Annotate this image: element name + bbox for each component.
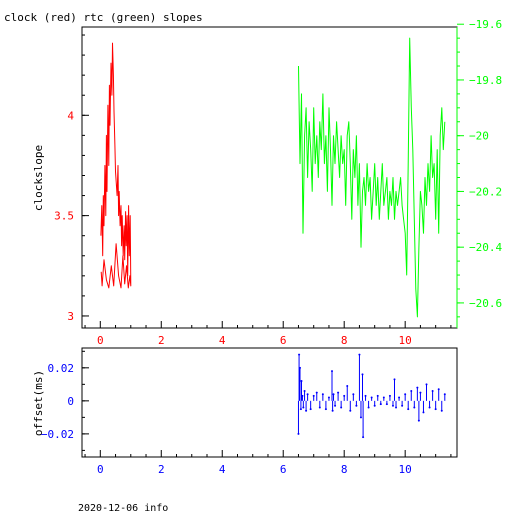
offset-point [306, 393, 309, 396]
offset-point [327, 396, 330, 399]
offset-point [305, 409, 308, 412]
x-tick-label: 0 [97, 334, 104, 347]
offset-point [331, 409, 334, 412]
offset-point [332, 393, 335, 396]
slopes-panel: clockslope 0 2 4 6 8 10 3 3.5 4 −19.6 −19.8 −20 −20.… [32, 18, 502, 347]
offset-point [385, 403, 388, 406]
y2-tick-label: −19.8 [469, 74, 502, 87]
offset-point [334, 404, 337, 407]
offset-point [437, 388, 440, 391]
x-tick-label: 6 [280, 463, 287, 476]
offset-point [318, 406, 321, 409]
offset-point [297, 432, 300, 435]
offset-point [419, 391, 422, 394]
offset-point [343, 394, 346, 397]
offset-point [303, 389, 306, 392]
offset-point [398, 396, 401, 399]
offset-point [302, 406, 305, 409]
offset-point [376, 394, 379, 397]
y-tick-label: 3 [67, 310, 74, 323]
y-tick-label: 0.02 [48, 362, 75, 375]
offset-point [416, 386, 419, 389]
offset-point [298, 366, 301, 369]
offset-panel: offset(ms) 0 2 4 6 8 10 0.02 0 −0.02 [32, 347, 458, 476]
y-tick-label: 0 [67, 395, 74, 408]
y2-tick-label: −19.6 [469, 18, 502, 31]
offset-point [417, 419, 420, 422]
y-tick-label: −0.02 [41, 428, 74, 441]
offset-plot-frame [81, 347, 458, 458]
offset-point [358, 353, 361, 356]
offset-point [352, 393, 355, 396]
offset-point [300, 380, 303, 383]
offset-point [410, 389, 413, 392]
offset-point [364, 394, 367, 397]
offset-point [440, 409, 443, 412]
offset-point [299, 408, 302, 411]
offset-point [428, 406, 431, 409]
y2-tick-label: −20.6 [469, 297, 502, 310]
y2-tick-label: −20.2 [469, 185, 502, 198]
offset-point [331, 370, 333, 373]
footer-info: 2020-12-06 info [78, 503, 168, 512]
offset-point [298, 353, 301, 356]
offset-point [324, 408, 327, 411]
chart-title: clock (red) rtc (green) slopes [4, 11, 203, 24]
offset-point [379, 403, 382, 406]
clockslope-axis-label: clockslope [32, 145, 45, 211]
y-tick-label: 4 [67, 109, 74, 122]
offset-point [401, 404, 404, 407]
offset-point [434, 408, 437, 411]
offset-axis-label: offset(ms) [32, 370, 45, 436]
offset-marks: 0 2 4 6 8 10 0.02 0 −0.02 [41, 350, 452, 476]
y2-tick-label: −20.4 [469, 241, 502, 254]
offset-point [431, 389, 434, 392]
offset-point [404, 393, 407, 396]
offset-point [362, 436, 365, 439]
offset-point [321, 393, 324, 396]
offset-point [309, 408, 312, 411]
offset-point [382, 396, 385, 399]
rtc-series-line [298, 37, 446, 318]
x-tick-label: 10 [399, 334, 412, 347]
offset-point [425, 383, 428, 386]
x-tick-label: 6 [280, 334, 287, 347]
y2-tick-label: −20 [469, 130, 489, 143]
offset-point [359, 416, 362, 419]
x-tick-label: 2 [158, 463, 165, 476]
offset-point [391, 404, 394, 407]
offset-point [312, 394, 315, 397]
offset-point [373, 404, 376, 407]
x-tick-label: 0 [97, 463, 104, 476]
offset-point [315, 391, 318, 394]
offset-point [393, 378, 396, 381]
offset-point [422, 411, 425, 414]
slopes-marks: 0 2 4 6 8 10 3 3.5 4 −19.6 −19.8 −20 −20.2 −20.4 −20.6 [54, 18, 502, 347]
offset-point [413, 406, 416, 409]
offset-point [349, 409, 352, 412]
offset-point [337, 391, 340, 394]
offset-point [355, 404, 358, 407]
offset-point [395, 406, 398, 409]
offset-point [301, 394, 304, 397]
clock-series-line [100, 42, 132, 289]
offset-point [443, 393, 446, 396]
x-tick-label: 10 [399, 463, 412, 476]
x-tick-label: 4 [219, 334, 226, 347]
offset-point [367, 406, 370, 409]
offset-point [370, 396, 373, 399]
x-tick-label: 4 [219, 463, 226, 476]
x-tick-label: 8 [341, 334, 348, 347]
x-tick-label: 2 [158, 334, 165, 347]
y-tick-label: 3.5 [54, 210, 74, 223]
offset-point [361, 373, 364, 376]
offset-point [340, 406, 343, 409]
offset-point [346, 384, 349, 387]
offset-point [407, 408, 410, 411]
x-tick-label: 8 [341, 463, 348, 476]
offset-point [388, 394, 391, 397]
